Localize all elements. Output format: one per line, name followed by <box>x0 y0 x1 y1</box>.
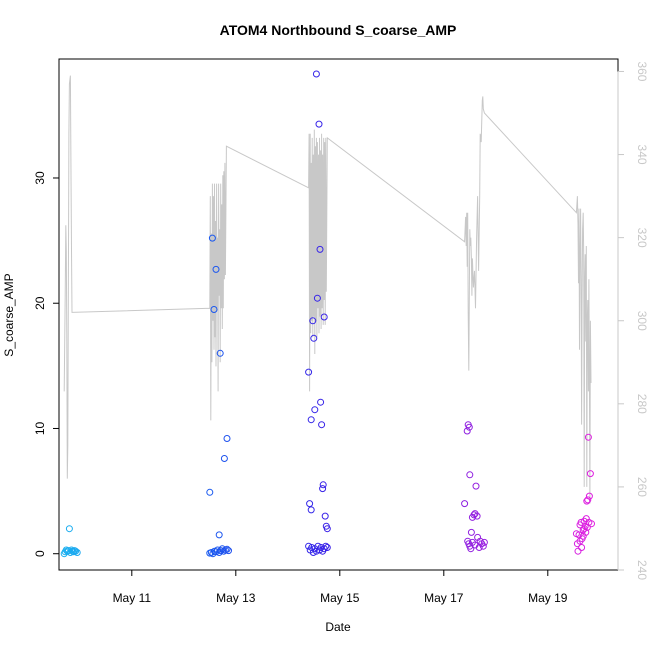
x-axis-label: Date <box>325 620 351 634</box>
y2-tick-label: 240 <box>635 560 649 580</box>
data-point <box>215 531 223 539</box>
data-point <box>309 317 317 325</box>
data-point <box>574 547 582 555</box>
data-point <box>65 525 73 533</box>
data-point <box>582 528 590 536</box>
data-point <box>586 470 594 478</box>
y2-tick-label: 280 <box>635 394 649 414</box>
y-tick-label: 20 <box>33 296 47 310</box>
data-point <box>479 542 487 550</box>
data-point <box>317 398 325 406</box>
data-point <box>225 547 232 555</box>
data-point <box>220 455 228 462</box>
y2-tick-label: 360 <box>635 61 649 81</box>
data-point <box>584 433 592 441</box>
plot-area-border <box>58 58 619 571</box>
data-point <box>309 549 317 556</box>
data-point <box>305 368 313 376</box>
data-point <box>577 518 585 526</box>
data-point <box>318 421 326 429</box>
data-point <box>305 542 313 550</box>
data-point <box>470 511 478 519</box>
chart-title: ATOM4 Northbound S_coarse_AMP <box>220 22 457 38</box>
data-point <box>223 545 231 553</box>
y-tick-label: 10 <box>33 421 47 435</box>
data-point <box>480 538 488 546</box>
data-point <box>585 492 593 500</box>
data-point <box>310 334 318 342</box>
y-axis-label: S_coarse_AMP <box>2 273 16 356</box>
data-point <box>319 481 327 489</box>
data-point <box>216 349 224 357</box>
data-point <box>578 544 586 551</box>
data-point <box>308 544 316 551</box>
x-tick-label: May 15 <box>320 591 360 605</box>
data-point <box>467 545 475 553</box>
data-point <box>312 70 320 78</box>
data-point <box>307 506 315 514</box>
data-point <box>68 546 75 554</box>
y2-tick-label: 300 <box>635 311 649 331</box>
data-point <box>320 313 328 321</box>
data-point <box>323 544 331 551</box>
x-axis: May 11 May 13 May 15 May 17 May 19 <box>113 569 568 605</box>
data-point <box>311 406 319 414</box>
data-point <box>321 512 329 520</box>
line-series-layer <box>63 75 592 504</box>
y2-tick-label: 260 <box>635 477 649 497</box>
x-tick-label: May 19 <box>528 591 568 605</box>
data-point <box>314 542 322 550</box>
data-point <box>313 294 321 302</box>
line-series <box>63 75 592 504</box>
y-tick-label: 0 <box>33 550 47 557</box>
data-point <box>472 482 480 490</box>
data-point <box>316 245 324 253</box>
point-series-layer <box>60 70 595 558</box>
data-point <box>72 547 80 555</box>
data-point <box>583 523 591 531</box>
data-point <box>584 496 592 504</box>
data-point <box>585 518 593 526</box>
data-point <box>73 549 81 556</box>
data-point <box>208 234 216 242</box>
y2-tick-label: 320 <box>635 228 649 248</box>
x-tick-label: May 11 <box>113 591 152 605</box>
y2-tick-label: 340 <box>635 145 649 165</box>
data-point <box>307 416 315 424</box>
data-point <box>465 423 473 431</box>
data-point <box>217 547 225 555</box>
y-axis-right: 240 260 280 300 320 340 360 <box>617 61 649 580</box>
data-point <box>322 542 330 550</box>
y-axis-left: 0 10 20 30 <box>33 171 60 557</box>
data-point <box>580 525 588 533</box>
data-point <box>306 500 314 508</box>
data-point <box>315 120 323 128</box>
data-point <box>206 488 214 496</box>
data-point <box>319 485 327 493</box>
data-point <box>212 548 220 556</box>
data-point <box>461 500 469 508</box>
data-point <box>207 549 215 556</box>
data-point <box>576 537 584 545</box>
data-point <box>212 265 220 273</box>
data-point <box>223 435 231 442</box>
x-tick-label: May 17 <box>424 591 464 605</box>
data-point <box>323 525 331 533</box>
data-point <box>473 512 481 520</box>
x-tick-label: May 13 <box>216 591 256 605</box>
data-point <box>467 528 475 536</box>
y-tick-label: 30 <box>33 171 47 185</box>
data-point <box>210 306 218 313</box>
data-point <box>466 471 474 479</box>
